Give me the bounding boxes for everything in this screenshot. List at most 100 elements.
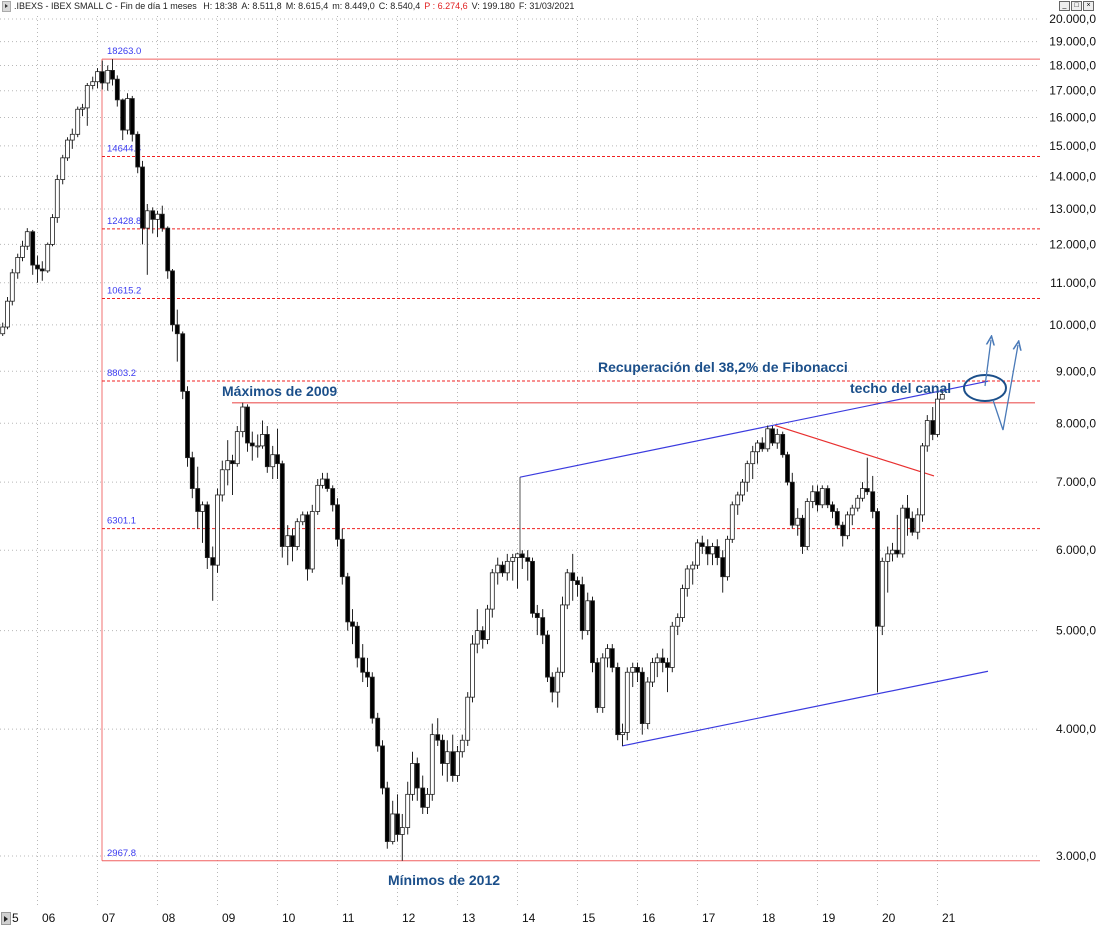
y-axis-tick-label: 8.000,0 <box>1056 416 1096 430</box>
candle-bullish <box>555 671 561 693</box>
candle-bullish <box>669 625 675 668</box>
candle-bearish <box>440 739 445 764</box>
quote-field: M: 8.615,4 <box>285 1 329 11</box>
candle-bearish <box>165 227 171 272</box>
y-axis-tick-label: 9.000,0 <box>1056 364 1096 378</box>
candle-bullish <box>765 428 771 450</box>
candle-bearish <box>324 478 330 489</box>
candle-bearish <box>275 454 280 465</box>
quote-field: A: 8.511,8 <box>241 1 282 11</box>
y-axis-tick-label: 3.000,0 <box>1056 849 1096 863</box>
candle-bullish <box>225 460 231 471</box>
x-axis[interactable]: 5 06 07 08 09 10 11 12 13 14 15 16 17 18 19 20 21 <box>12 911 956 925</box>
candle-bearish <box>414 763 420 789</box>
arrow-up-1 <box>984 340 991 387</box>
channel-roof-highlight-ellipse <box>963 374 1007 402</box>
candle-bullish <box>255 445 261 448</box>
y-axis-tick-label: 12.000,0 <box>1049 237 1096 251</box>
y-axis[interactable]: 20.000,0 19.000,0 18.000,0 17.000,0 16.000,0… <box>1049 12 1096 863</box>
fibonacci-level-label: 6301.1 <box>107 516 136 527</box>
candle-bullish <box>270 454 276 468</box>
candle-bullish <box>320 478 325 486</box>
candle-bearish <box>905 507 910 519</box>
candle-bullish <box>489 572 495 610</box>
close-button[interactable]: × <box>1083 1 1094 11</box>
x-axis-tick-label: 18 <box>762 911 776 925</box>
candle-bullish <box>750 451 756 465</box>
quote-field: V: 199.180 <box>471 1 515 11</box>
fibonacci-level-label: 8803.2 <box>107 368 136 379</box>
candle-bearish <box>909 517 915 533</box>
x-axis-tick-label: 5 <box>12 911 19 925</box>
candle-bearish <box>519 553 525 559</box>
candle-bullish <box>485 608 490 640</box>
period-label: Fin de día 1 meses <box>120 1 197 11</box>
x-axis-tick-label: 17 <box>702 911 716 925</box>
candle-bearish <box>384 787 390 842</box>
y-axis-tick-label: 5.000,0 <box>1056 624 1096 638</box>
candle-bullish <box>744 463 750 483</box>
grid-lines <box>0 16 1040 908</box>
candle-bearish <box>195 488 201 512</box>
candle-bearish <box>354 625 360 659</box>
candle-bearish <box>609 648 615 668</box>
candle-bearish <box>129 98 135 135</box>
annotations[interactable]: Recuperación del 38,2% de Fibonacci Máxim… <box>222 340 1018 888</box>
fibonacci-level-label: 12428.8 <box>107 216 141 227</box>
x-axis-tick-label: 21 <box>942 911 956 925</box>
candle-bullish <box>585 600 591 632</box>
fibonacci-retracement[interactable]: 18263.0 14644.4 12428.8 10615.2 8803.2 6301.1… <box>101 46 1040 862</box>
scroll-left-handle[interactable] <box>1 912 11 925</box>
candle-bearish <box>759 442 765 450</box>
annotation-label: Mínimos de 2012 <box>388 872 500 888</box>
candle-bearish <box>380 745 385 789</box>
candle-bullish <box>405 793 411 828</box>
lower-high-resistance-trendline <box>774 424 935 477</box>
candle-bearish <box>150 210 156 220</box>
x-axis-tick-label: 12 <box>402 911 416 925</box>
candle-bearish <box>590 600 595 664</box>
panel-menu-grip[interactable] <box>2 1 11 12</box>
symbol-name: IBEX SMALL C <box>51 1 113 11</box>
candle-bearish <box>204 504 210 559</box>
minimize-button[interactable]: _ <box>1059 1 1070 11</box>
candle-bullish <box>510 557 516 562</box>
candle-bullish <box>240 406 246 433</box>
trendlines[interactable] <box>519 380 989 747</box>
candle-bullish <box>45 243 51 272</box>
candle-bullish <box>564 572 570 606</box>
candle-bearish <box>815 491 820 506</box>
candle-bullish <box>0 326 6 335</box>
candle-bearish <box>894 549 900 555</box>
candle-bullish <box>215 494 220 566</box>
x-axis-tick-label: 19 <box>822 911 836 925</box>
candle-bullish <box>654 657 660 664</box>
x-axis-tick-label: 16 <box>642 911 656 925</box>
quote-field: F: 31/03/2021 <box>518 1 575 11</box>
candle-bullish <box>855 497 861 509</box>
candle-bullish <box>680 588 685 618</box>
candle-bearish <box>800 517 805 547</box>
candle-bearish <box>360 657 366 673</box>
candle-bearish <box>114 78 120 101</box>
candle-bearish <box>834 511 840 526</box>
candle-bearish <box>615 667 621 736</box>
candle-bullish <box>900 507 906 555</box>
candle-bullish <box>675 617 681 627</box>
candle-bullish <box>459 739 465 753</box>
annotation-label: Recuperación del 38,2% de Fibonacci <box>598 359 848 375</box>
candle-bullish <box>624 671 630 733</box>
candle-bearish <box>180 333 186 392</box>
candle-bullish <box>90 81 96 86</box>
x-axis-tick-label: 06 <box>42 911 56 925</box>
y-axis-tick-label: 14.000,0 <box>1049 169 1096 183</box>
candle-bullish <box>740 481 745 496</box>
maximize-button[interactable]: □ <box>1071 1 1082 11</box>
y-axis-tick-label: 10.000,0 <box>1049 318 1096 332</box>
candle-bullish <box>935 398 940 435</box>
quote-field: m: 8.449,0 <box>332 1 375 11</box>
candle-bearish <box>135 133 141 168</box>
candle-bearish <box>545 634 550 678</box>
candle-bullish <box>755 442 760 453</box>
